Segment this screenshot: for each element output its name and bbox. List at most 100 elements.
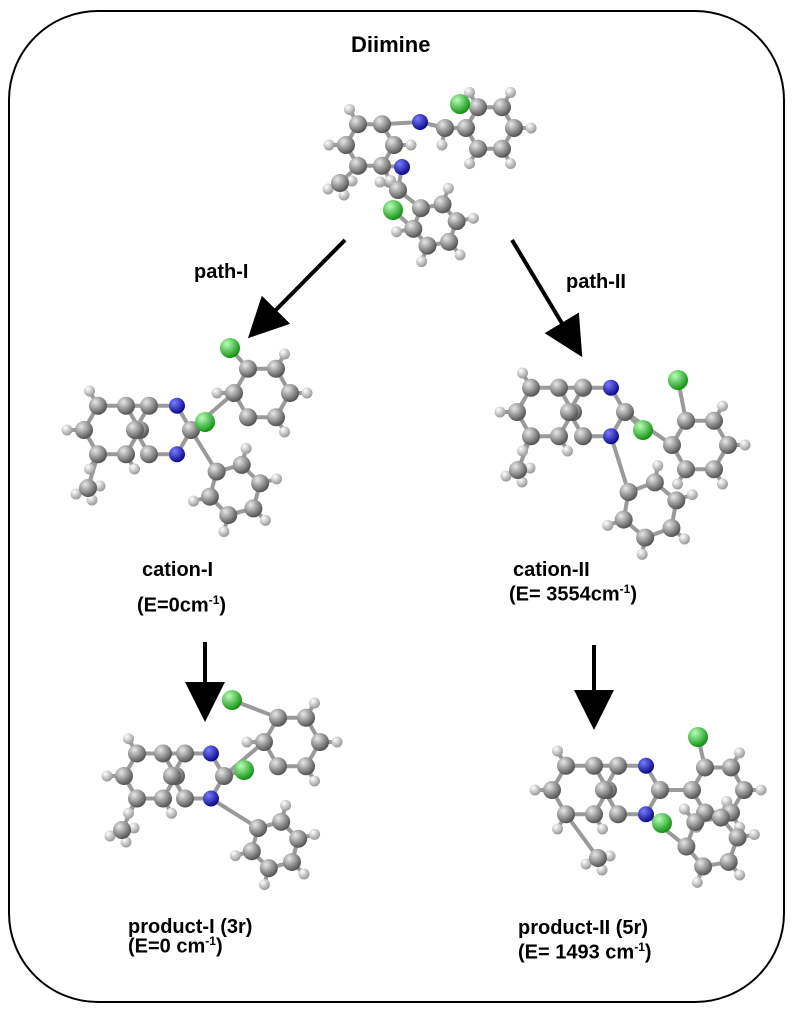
carbon-atom: [249, 819, 268, 838]
diagram-title: Diimine: [351, 32, 431, 57]
carbon-atom: [404, 219, 423, 238]
carbon-atom: [509, 461, 527, 479]
nitrogen-atom: [638, 806, 654, 823]
hydrogen-atom: [672, 478, 683, 490]
hydrogen-atom: [442, 182, 454, 194]
carbon-atom: [677, 837, 696, 856]
hydrogen-atom: [739, 439, 751, 451]
hydrogen-atom: [552, 823, 563, 835]
carbon-atom: [694, 857, 713, 876]
nitrogen-atom: [603, 428, 619, 445]
hydrogen-atom: [494, 406, 506, 418]
carbon-atom: [493, 98, 511, 117]
hydrogen-atom: [346, 175, 358, 187]
carbon-atom: [609, 756, 627, 775]
hydrogen-atom: [120, 836, 132, 848]
hydrogen-atom: [500, 470, 512, 482]
carbon-atom: [683, 781, 701, 799]
carbon-atom: [616, 403, 634, 421]
product-II-label: product-II (5r): [518, 917, 648, 939]
carbon-atom: [651, 781, 669, 799]
carbon-atom: [508, 403, 526, 421]
carbon-atom: [645, 473, 664, 492]
chlorine-atom: [195, 412, 215, 432]
bond: [209, 796, 261, 831]
carbon-atom: [251, 474, 270, 493]
carbon-atom: [505, 119, 523, 137]
carbon-atom: [373, 115, 391, 134]
carbon-atom: [550, 427, 568, 446]
hydrogen-atom: [597, 823, 608, 835]
carbon-atom: [595, 781, 613, 799]
hydrogen-atom: [279, 426, 290, 438]
hydrogen-atom: [229, 850, 241, 862]
carbon-atom: [686, 813, 705, 832]
carbon-atom: [636, 528, 655, 547]
carbon-atom: [574, 427, 592, 446]
carbon-atom: [311, 733, 329, 751]
chlorine-atom: [450, 94, 470, 114]
carbon-atom: [389, 181, 407, 199]
hydrogen-atom: [280, 799, 292, 811]
hydrogen-atom: [529, 784, 541, 796]
hydrogen-atom: [187, 495, 199, 507]
carbon-atom: [140, 396, 158, 415]
carbon-atom: [154, 789, 172, 808]
carbon-atom: [522, 378, 540, 397]
hydrogen-atom: [128, 822, 140, 834]
carbon-atom: [349, 115, 367, 134]
chlorine-atom: [633, 420, 653, 440]
cation-I-label: cation-I: [142, 559, 214, 581]
cation-II-energy: (E= 3554cm-1): [509, 582, 637, 606]
carbon-atom: [696, 758, 714, 777]
nitrogen-atom: [394, 159, 410, 175]
hydrogen-atom: [259, 514, 271, 526]
hydrogen-atom: [580, 858, 592, 870]
carbon-atom: [373, 156, 391, 175]
chlorine-atom: [383, 200, 403, 220]
nitrogen-atom: [203, 745, 219, 762]
carbon-atom: [447, 212, 466, 231]
path-I-label: path-I: [194, 261, 249, 283]
carbon-atom: [75, 421, 93, 439]
hydrogen-atom: [691, 876, 703, 888]
carbon-atom: [154, 744, 172, 763]
carbon-atom: [225, 384, 243, 402]
hydrogen-atom: [734, 747, 745, 759]
chlorine-atom: [668, 370, 688, 390]
hydrogen-atom: [562, 445, 573, 457]
hydrogen-atom: [678, 533, 690, 545]
nitrogen-atom: [412, 114, 428, 130]
hydrogen-atom: [464, 86, 475, 98]
nitrogen-atom: [638, 757, 654, 774]
path-II-label: path-II: [566, 271, 626, 293]
hydrogen-atom: [517, 445, 528, 457]
hydrogen-atom: [123, 807, 134, 819]
carbon-atom: [89, 396, 107, 415]
hydrogen-atom: [166, 807, 177, 819]
hydrogen-atom: [464, 158, 475, 170]
arrow-path-II: [510, 238, 583, 358]
hydrogen-atom: [86, 494, 98, 506]
hydrogen-atom: [301, 387, 313, 399]
carbon-atom: [239, 408, 257, 427]
carbon-atom: [207, 462, 226, 481]
bond: [564, 812, 600, 860]
hydrogen-atom: [416, 256, 428, 268]
carbon-atom: [585, 756, 603, 775]
carbon-atom: [728, 828, 747, 847]
carbon-atom: [574, 378, 592, 397]
carbon-atom: [522, 427, 540, 446]
hydrogen-atom: [525, 122, 537, 134]
carbon-atom: [281, 384, 299, 402]
carbon-atom: [140, 445, 158, 464]
carbon-atom: [259, 859, 278, 878]
hydrogen-atom: [323, 139, 335, 151]
chlorine-atom: [688, 727, 708, 747]
carbon-atom: [705, 411, 723, 430]
diimine-molecule: [322, 86, 537, 268]
hydrogen-atom: [405, 139, 417, 151]
hydrogen-atom: [211, 387, 223, 399]
product-I-label: product-I (3r): [128, 916, 253, 938]
